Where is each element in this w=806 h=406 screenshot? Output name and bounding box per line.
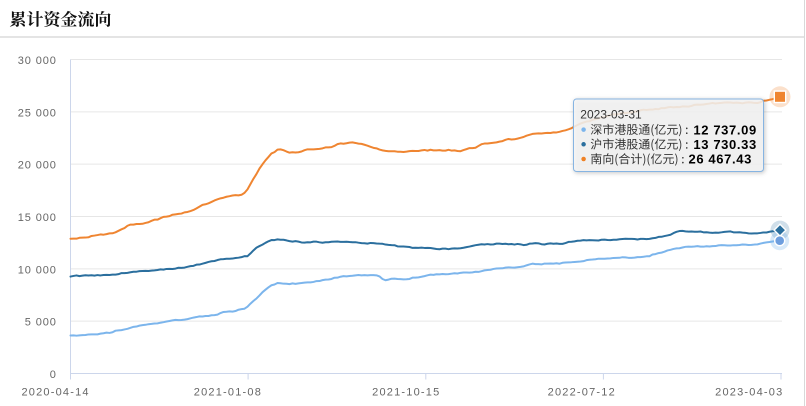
svg-text:15 000: 15 000 (18, 212, 57, 224)
svg-text:5 000: 5 000 (25, 317, 57, 329)
svg-text:26 467.43: 26 467.43 (689, 152, 752, 167)
svg-text:20 000: 20 000 (18, 160, 57, 172)
svg-text:13 730.33: 13 730.33 (693, 137, 756, 152)
svg-text:2023-03-31: 2023-03-31 (580, 108, 642, 122)
svg-text:2021-10-15: 2021-10-15 (372, 387, 440, 399)
svg-text:2021-01-08: 2021-01-08 (194, 387, 262, 399)
svg-text:2020-04-14: 2020-04-14 (21, 387, 89, 399)
svg-text:2022-07-12: 2022-07-12 (548, 387, 616, 399)
svg-text:30 000: 30 000 (18, 55, 57, 67)
svg-text:0: 0 (50, 369, 57, 381)
svg-text:25 000: 25 000 (18, 107, 57, 119)
svg-text:10 000: 10 000 (18, 264, 57, 276)
svg-text:12 737.09: 12 737.09 (693, 122, 756, 137)
svg-text:2023-04-03: 2023-04-03 (715, 387, 783, 399)
